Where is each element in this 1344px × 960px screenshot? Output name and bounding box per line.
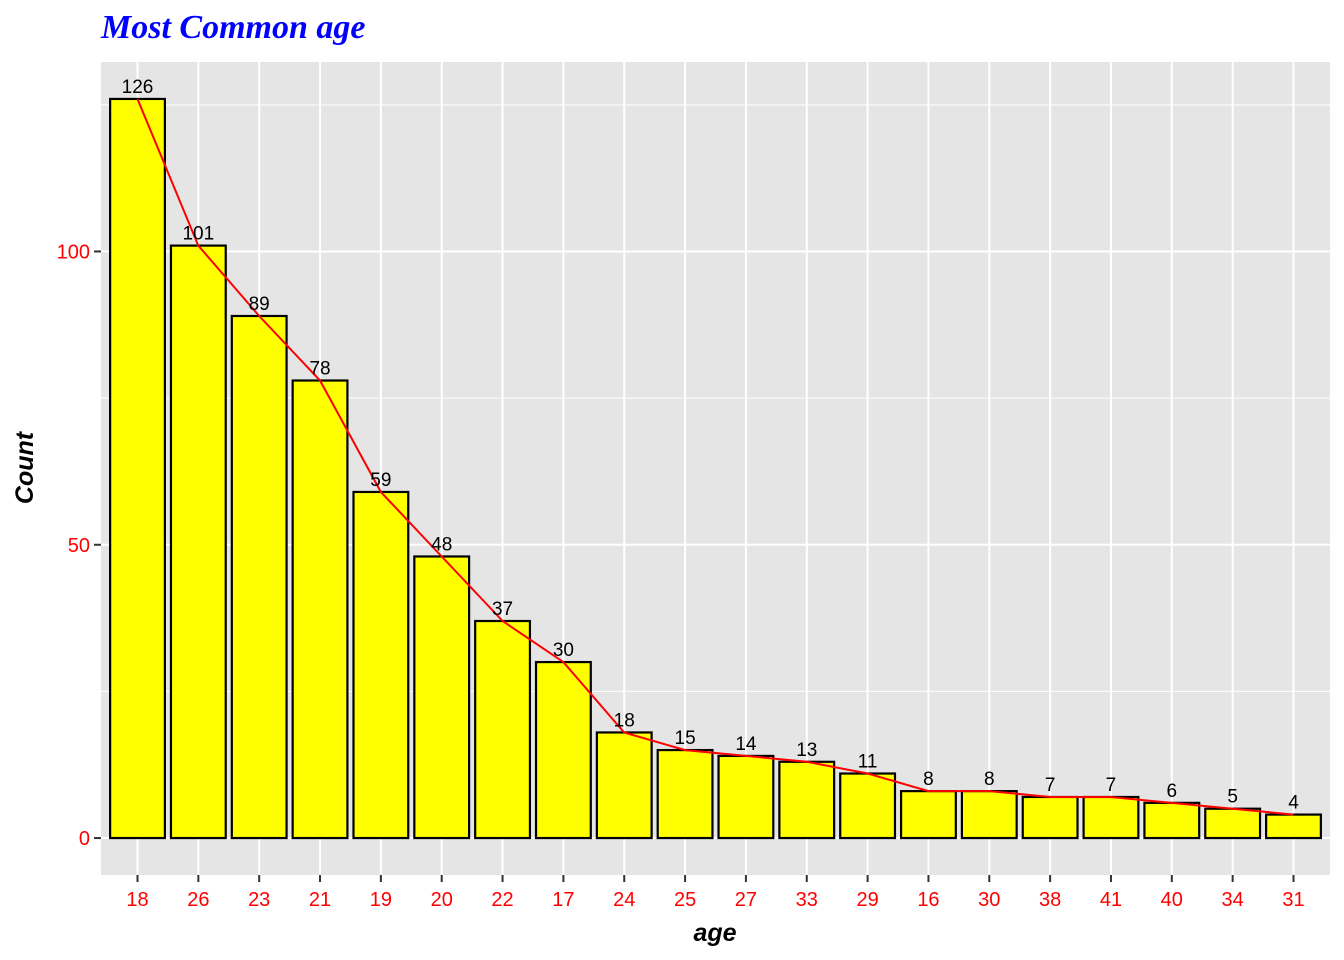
x-tick-label: 20 (431, 889, 453, 911)
data-label: 48 (431, 534, 452, 555)
data-label: 18 (614, 710, 635, 731)
x-tick-label: 29 (856, 889, 878, 911)
x-tick-label: 18 (126, 889, 148, 911)
data-labels: 126 101 89 78 59 48 37 30 18 15 14 13 11 8 8 7 7 6 5 4 (122, 77, 1300, 814)
bar (169, 244, 227, 840)
data-label: 6 (1167, 781, 1178, 802)
data-label: 78 (309, 359, 330, 380)
x-tick-label: 34 (1222, 889, 1244, 911)
data-label: 89 (249, 294, 270, 315)
data-label: 14 (735, 734, 757, 755)
y-tick-label: 100 (57, 241, 90, 263)
data-label: 59 (370, 470, 391, 491)
bar (1204, 807, 1262, 840)
bar (291, 379, 349, 840)
y-axis: 0 50 100 (57, 241, 101, 850)
data-label: 8 (923, 769, 934, 790)
bar (1082, 795, 1140, 840)
x-tick-label: 38 (1039, 889, 1061, 911)
data-label: 11 (858, 752, 878, 773)
x-tick-label: 27 (735, 889, 757, 911)
bar (1143, 801, 1201, 840)
bar (899, 790, 957, 840)
data-label: 13 (796, 740, 817, 761)
bar (717, 754, 775, 840)
data-label: 37 (492, 599, 513, 620)
y-tick-label: 50 (68, 535, 90, 557)
trend-line (136, 98, 1294, 816)
x-tick-label: 17 (552, 889, 574, 911)
bar (230, 314, 288, 840)
x-tick-label: 31 (1282, 889, 1304, 911)
x-tick-label: 19 (370, 889, 392, 911)
x-tick-label: 40 (1161, 889, 1183, 911)
bar (1265, 813, 1322, 840)
x-axis: 18 26 23 21 19 20 22 17 24 25 27 33 29 16 30 38 41 40 34 31 (126, 875, 1305, 911)
bar (352, 490, 410, 840)
bar (778, 760, 836, 840)
y-tick-label: 0 (79, 828, 90, 850)
x-axis-title: age (693, 919, 736, 947)
x-tick-label: 22 (491, 889, 513, 911)
bar (534, 660, 592, 840)
data-label: 5 (1227, 787, 1238, 808)
y-axis-title: Count (11, 430, 39, 504)
chart-title: Most Common age (100, 9, 365, 46)
bar (656, 748, 714, 840)
x-tick-label: 41 (1100, 889, 1122, 911)
data-label: 101 (182, 224, 214, 245)
bar (474, 619, 532, 840)
data-label: 8 (984, 769, 995, 790)
bars (109, 97, 1322, 840)
x-tick-label: 30 (978, 889, 1000, 911)
x-tick-label: 16 (917, 889, 939, 911)
data-label: 15 (675, 728, 696, 749)
x-tick-label: 23 (248, 889, 270, 911)
data-label: 126 (122, 77, 154, 98)
x-tick-label: 25 (674, 889, 696, 911)
data-label: 30 (553, 640, 574, 661)
bar (839, 772, 897, 840)
bar (960, 790, 1018, 840)
x-tick-label: 26 (187, 889, 209, 911)
x-tick-label: 24 (613, 889, 635, 911)
data-label: 7 (1045, 775, 1056, 796)
x-tick-label: 21 (309, 889, 331, 911)
bar (1021, 795, 1079, 840)
bar (109, 97, 166, 840)
bar (413, 555, 471, 840)
data-label: 4 (1288, 793, 1299, 814)
data-label: 7 (1106, 775, 1117, 796)
bar (595, 731, 653, 840)
x-tick-label: 33 (796, 889, 818, 911)
